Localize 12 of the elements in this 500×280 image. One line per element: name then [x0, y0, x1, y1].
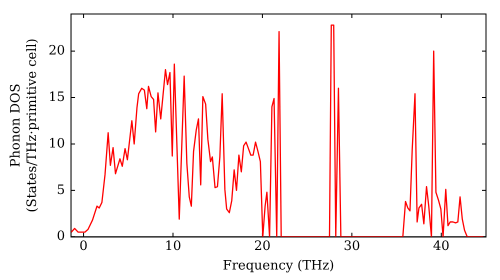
y-tick-label: 0	[56, 229, 66, 244]
y-tick-label: 10	[48, 136, 66, 152]
y-tick-label: 15	[48, 90, 66, 105]
y-axis-title: Phonon DOS (States/THz·primitive cell)	[8, 38, 40, 212]
x-tick-label: 20	[254, 238, 271, 254]
x-tick-label: 0	[79, 238, 88, 254]
x-tick-label: 40	[433, 238, 450, 254]
x-axis-title: Frequency (THz)	[222, 258, 334, 274]
x-tick-label: 10	[164, 238, 182, 254]
y-tick-label: 5	[56, 182, 66, 198]
x-tick-label: 30	[344, 238, 360, 254]
y-tick-label: 20	[48, 44, 66, 59]
